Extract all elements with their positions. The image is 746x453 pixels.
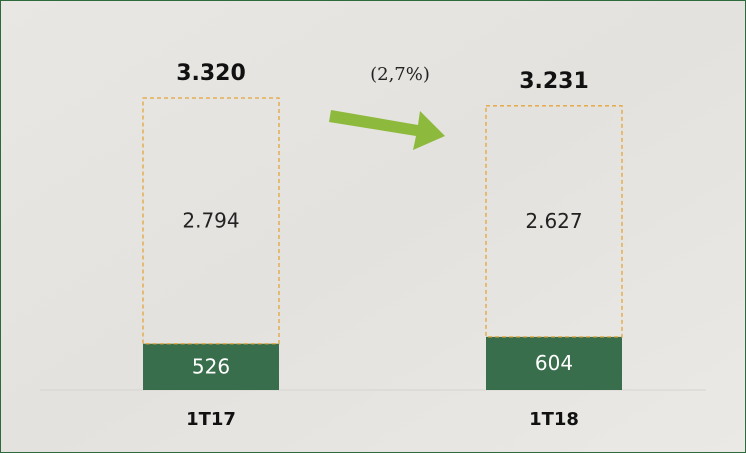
segment-label: 2.627: [525, 209, 582, 233]
total-label: 3.320: [176, 61, 246, 86]
bar-segment: [143, 343, 279, 390]
annotation: (2,7%): [370, 64, 430, 85]
segment-label: 526: [192, 354, 230, 378]
total-label: 3.231: [519, 69, 589, 94]
arrow: [329, 110, 445, 150]
bar-segment: [142, 97, 280, 345]
segment-label: 604: [535, 351, 573, 375]
bar-segment: [486, 336, 622, 390]
x-tick-label: 1T17: [186, 409, 236, 430]
segment-label: 2.794: [182, 208, 239, 232]
bar-segment: [485, 105, 623, 338]
x-tick-label: 1T18: [529, 409, 579, 430]
